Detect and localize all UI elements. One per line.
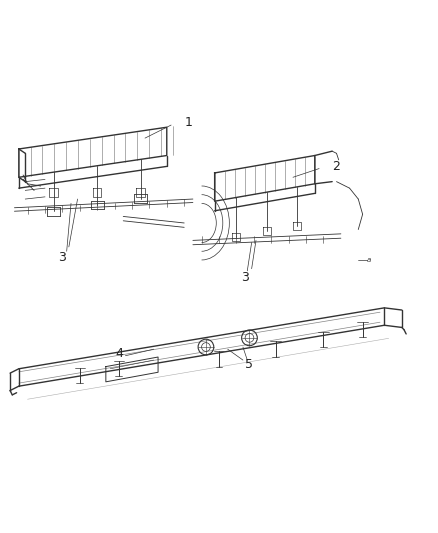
Text: a: a [367, 257, 371, 263]
Text: 4: 4 [115, 347, 123, 360]
Text: 3: 3 [58, 251, 66, 264]
Text: 1: 1 [184, 116, 192, 130]
Text: 2: 2 [332, 160, 340, 173]
Text: 3: 3 [241, 271, 249, 284]
Text: 5: 5 [245, 358, 254, 371]
